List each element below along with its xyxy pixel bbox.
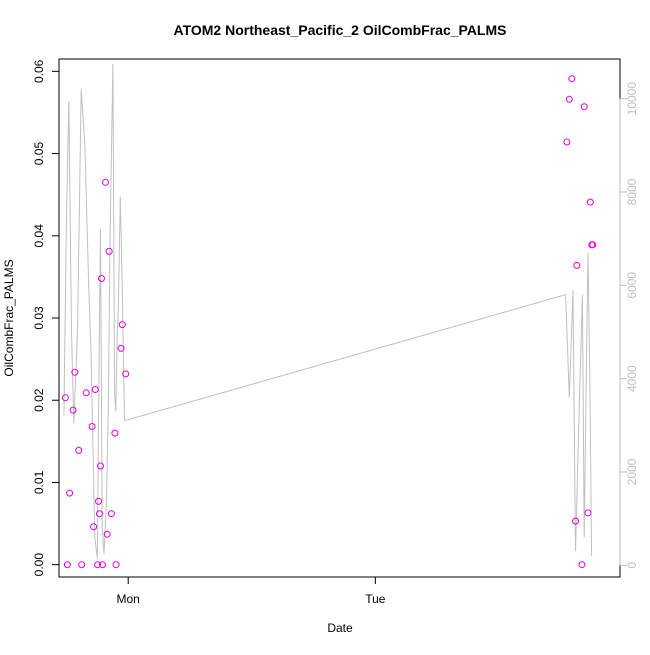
x-tick-label: Mon <box>117 592 140 606</box>
data-point <box>573 261 581 269</box>
y-tick-label: 0.04 <box>32 224 46 248</box>
data-point <box>78 561 86 569</box>
data-point <box>69 406 77 414</box>
data-point <box>563 138 571 146</box>
series-points-layer <box>61 75 597 569</box>
y-tick-label: 0.06 <box>32 59 46 83</box>
data-point <box>572 517 579 525</box>
y2-tick-label: 2000 <box>625 458 639 485</box>
data-point <box>91 386 99 393</box>
plot-frame <box>58 58 621 578</box>
data-point <box>61 394 69 402</box>
data-point <box>71 368 79 376</box>
x-axis-label: Date <box>327 621 353 635</box>
y-tick-label: 0.02 <box>32 388 46 412</box>
data-point <box>589 241 597 249</box>
data-point <box>565 95 573 103</box>
data-point <box>75 446 83 454</box>
data-point <box>90 523 98 531</box>
series-line-layer <box>63 63 593 559</box>
data-point <box>584 509 592 517</box>
data-point <box>102 178 109 186</box>
y2-tick-label: 10000 <box>625 82 639 116</box>
y-tick-label: 0.00 <box>32 553 46 577</box>
x-tick-label: Tue <box>365 592 386 606</box>
data-point <box>88 423 96 430</box>
y-tick-label: 0.03 <box>32 306 46 330</box>
y2-tick-label: 8000 <box>625 178 639 205</box>
y-axis-label: OilCombFrac_PALMS <box>2 259 16 376</box>
data-point <box>95 497 102 505</box>
data-point <box>96 510 103 518</box>
y-axis-left: 0.00 0.01 0.02 0.03 0.04 0.05 0.06 <box>32 59 60 577</box>
data-point <box>97 462 104 470</box>
data-point <box>63 561 71 569</box>
y-tick-label: 0.05 <box>32 142 46 166</box>
data-point <box>117 344 125 352</box>
data-point <box>112 561 120 569</box>
data-point <box>122 370 130 378</box>
data-point <box>103 530 111 538</box>
data-point <box>118 321 126 329</box>
chart-title: ATOM2 Northeast_Pacific_2 OilCombFrac_PA… <box>174 22 507 38</box>
data-point <box>580 103 588 111</box>
data-point <box>66 489 74 497</box>
data-point <box>111 429 119 437</box>
y2-tick-label: 4000 <box>625 365 639 392</box>
data-point <box>98 275 105 282</box>
data-point <box>578 561 586 569</box>
y-tick-label: 0.01 <box>32 470 46 494</box>
y-axis-right: 0 2000 4000 6000 8000 10000 <box>619 82 639 569</box>
data-point <box>105 247 113 255</box>
series-line <box>63 63 593 559</box>
data-point <box>586 198 594 206</box>
y2-tick-label: 0 <box>625 562 639 569</box>
data-point <box>568 75 576 83</box>
data-point <box>107 510 115 518</box>
x-axis: Mon Tue <box>117 576 386 606</box>
data-point <box>99 561 106 569</box>
data-point <box>82 389 90 397</box>
data-point <box>94 561 102 569</box>
y2-tick-label: 6000 <box>625 272 639 299</box>
